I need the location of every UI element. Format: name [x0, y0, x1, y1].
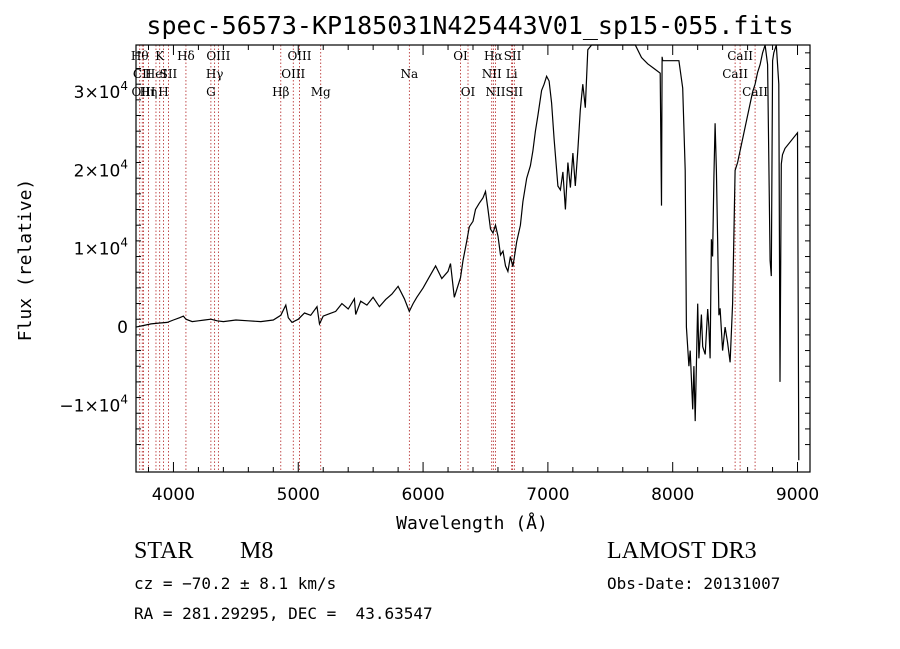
emission-line-markers	[139, 45, 756, 472]
emission-line-labels: HθCIIOIIIHηHeIKHSIIHδGHγOIIIHβOIIIOIIIMg…	[131, 49, 768, 99]
y-tick-label: −1×104	[59, 392, 128, 416]
line-marker-label: Hη	[140, 85, 158, 99]
y-tick-label: 3×104	[74, 79, 128, 103]
line-marker-label: SII	[505, 85, 523, 99]
line-marker-label: SII	[504, 49, 522, 63]
line-marker-label: CaII	[727, 49, 753, 63]
x-axis-label: Wavelength (Å)	[396, 512, 548, 534]
line-marker-label: CaII	[722, 67, 748, 81]
y-axis-ticks: −1×104 0 1×104 2×104 3×104	[59, 52, 810, 446]
object-class: STAR	[134, 538, 194, 564]
line-marker-label: OIII	[206, 49, 230, 63]
line-marker-label: NII	[482, 67, 502, 81]
line-marker-label: H	[158, 85, 168, 99]
y-tick-label: 2×104	[74, 157, 128, 181]
line-marker-label: Hγ	[206, 67, 224, 81]
line-marker-label: Mg	[311, 85, 331, 99]
sky-coordinates: RA = 281.29295, DEC = 43.63547	[134, 604, 433, 623]
line-marker-label: G	[206, 85, 216, 99]
line-marker-label: OI	[461, 85, 476, 99]
x-tick-label: 9000	[776, 485, 819, 505]
x-tick-label: 5000	[277, 485, 320, 505]
observation-date: Obs-Date: 20131007	[607, 574, 781, 593]
plot-frame	[135, 44, 811, 473]
line-marker-label: Hθ	[131, 49, 149, 63]
x-tick-label: 6000	[401, 485, 444, 505]
line-marker-label: OIII	[281, 67, 305, 81]
x-axis-ticks: 4000 5000 6000 7000 8000 9000	[147, 45, 819, 505]
line-marker-label: Li	[506, 67, 518, 81]
x-tick-label: 4000	[152, 485, 195, 505]
y-tick-label: 1×104	[74, 236, 128, 260]
survey-name: LAMOST DR3	[607, 538, 757, 564]
line-marker-label: Hβ	[272, 85, 289, 99]
x-tick-label: 8000	[651, 485, 694, 505]
line-marker-label: CaII	[742, 85, 768, 99]
line-marker-label: SII	[160, 67, 178, 81]
line-marker-label: CII	[133, 67, 152, 81]
line-marker-label: OIII	[287, 49, 311, 63]
line-marker-label: OI	[453, 49, 468, 63]
line-marker-label: Hα	[484, 49, 503, 63]
line-marker-label: HeI	[145, 67, 168, 81]
flux-series-line	[135, 44, 800, 461]
line-marker-label: NII	[485, 85, 505, 99]
chart-title: spec-56573-KP185031N425443V01_sp15-055.f…	[146, 11, 793, 40]
y-axis-label: Flux (relative)	[15, 179, 36, 342]
redshift-velocity: cz = −70.2 ± 8.1 km/s	[134, 574, 337, 593]
y-tick-label: 0	[117, 318, 128, 338]
line-marker-label: K	[155, 49, 165, 63]
x-tick-label: 7000	[526, 485, 569, 505]
line-marker-label: Na	[401, 67, 419, 81]
line-marker-label: OIII	[131, 85, 155, 99]
object-subclass: M8	[240, 538, 274, 564]
line-marker-label: Hδ	[177, 49, 195, 63]
